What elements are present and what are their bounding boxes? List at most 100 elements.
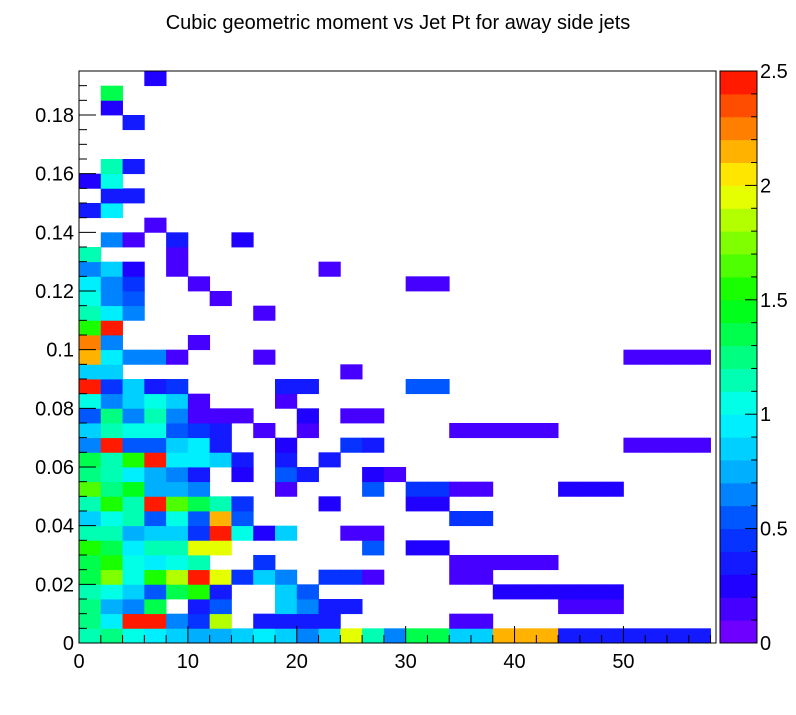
heatmap-cell — [209, 291, 232, 307]
color-scale-band — [720, 437, 757, 461]
heatmap-cell — [79, 540, 102, 556]
heatmap-cell — [536, 584, 559, 600]
heatmap-cell — [79, 628, 102, 644]
heatmap-cell — [166, 379, 189, 395]
heatmap-cell — [100, 159, 123, 175]
heatmap-cell — [645, 437, 668, 453]
heatmap-cell — [253, 628, 276, 644]
heatmap-cell — [100, 423, 123, 439]
heatmap-cell — [100, 100, 123, 116]
heatmap-cell — [122, 525, 145, 541]
heatmap-cell — [362, 437, 385, 453]
color-scale-band — [720, 116, 757, 141]
heatmap-cell — [144, 423, 167, 439]
color-scale-band — [720, 459, 757, 484]
heatmap-cell — [231, 569, 254, 585]
heatmap-cell — [471, 481, 494, 497]
heatmap-cell — [187, 511, 211, 527]
x-tick-label: 0 — [73, 651, 84, 673]
heatmap-cell — [166, 481, 189, 497]
heatmap-cell — [405, 379, 428, 395]
heatmap-cell — [231, 408, 254, 424]
heatmap-cell — [144, 217, 167, 233]
heatmap-cell — [340, 408, 363, 424]
color-scale-band — [720, 391, 757, 415]
heatmap-cell — [144, 467, 167, 483]
color-scale-band — [720, 505, 757, 530]
heatmap-cell — [187, 437, 211, 453]
heatmap-cell — [100, 599, 123, 615]
heatmap-cell — [275, 584, 298, 600]
heatmap-cell — [296, 467, 319, 483]
heatmap-cell — [427, 481, 450, 497]
heatmap-cell — [122, 305, 145, 321]
heatmap-cell — [623, 349, 646, 365]
color-scale-label: 1 — [760, 404, 771, 426]
heatmap-cell — [383, 467, 407, 483]
heatmap-cell — [340, 599, 363, 615]
heatmap-cell — [340, 364, 363, 380]
heatmap-cell — [79, 452, 102, 468]
heatmap-cell — [362, 628, 385, 644]
heatmap-cell — [209, 613, 232, 629]
heatmap-cell — [122, 349, 145, 365]
heatmap-cell — [209, 540, 232, 556]
heatmap-cell — [253, 423, 276, 439]
heatmap-cell — [122, 115, 145, 131]
heatmap-cell — [209, 628, 232, 644]
heatmap-cell — [514, 584, 537, 600]
color-scale-band — [720, 368, 757, 392]
heatmap-cell — [166, 349, 189, 365]
heatmap-cell — [187, 452, 211, 468]
heatmap-cell — [492, 555, 515, 571]
heatmap-cell — [79, 423, 102, 439]
heatmap-cell — [187, 525, 211, 541]
heatmap-cell — [187, 584, 211, 600]
x-tick-label: 30 — [395, 651, 417, 673]
heatmap-cell — [449, 511, 472, 527]
heatmap-cell — [166, 525, 189, 541]
heatmap-cell — [187, 393, 211, 409]
heatmap-cell — [667, 628, 690, 644]
color-scale-band — [720, 93, 757, 118]
heatmap-cell — [122, 232, 145, 248]
y-tick-label: 0 — [63, 633, 74, 655]
heatmap-cell — [405, 276, 428, 292]
y-tick-label: 0.08 — [35, 398, 74, 420]
chart-title: Cubic geometric moment vs Jet Pt for awa… — [165, 12, 631, 34]
heatmap-cell — [340, 569, 363, 585]
heatmap-cell — [362, 481, 385, 497]
heatmap-cell — [492, 584, 515, 600]
heatmap-cell — [623, 628, 646, 644]
heatmap-cell — [79, 364, 102, 380]
heatmap-cell — [79, 408, 102, 424]
heatmap-cell — [296, 613, 319, 629]
heatmap-cell — [79, 203, 102, 219]
heatmap-cell — [79, 496, 102, 512]
heatmap-cell — [166, 408, 189, 424]
heatmap-cell — [79, 525, 102, 541]
heatmap-cell — [122, 188, 145, 204]
heatmap-cell — [296, 423, 319, 439]
heatmap-cell — [100, 188, 123, 204]
heatmap-cell — [296, 408, 319, 424]
heatmap-cell — [514, 555, 537, 571]
color-scale-band — [720, 322, 757, 347]
y-tick-label: 0.18 — [35, 105, 74, 127]
heatmap-cell — [100, 525, 123, 541]
heatmap-cell — [471, 569, 494, 585]
heatmap-cell — [253, 305, 276, 321]
heatmap-cell — [122, 613, 145, 629]
heatmap-cell — [623, 437, 646, 453]
heatmap-cell — [253, 569, 276, 585]
heatmap-cell — [579, 628, 603, 644]
color-scale-label: 1.5 — [760, 290, 788, 312]
heatmap-cell — [79, 437, 102, 453]
heatmap-cell — [209, 496, 232, 512]
heatmap-cell — [122, 511, 145, 527]
heatmap-cell — [79, 569, 102, 585]
heatmap-cell — [449, 613, 472, 629]
color-scale-band — [720, 574, 757, 598]
heatmap-cell — [100, 628, 123, 644]
heatmap-cell — [449, 628, 472, 644]
